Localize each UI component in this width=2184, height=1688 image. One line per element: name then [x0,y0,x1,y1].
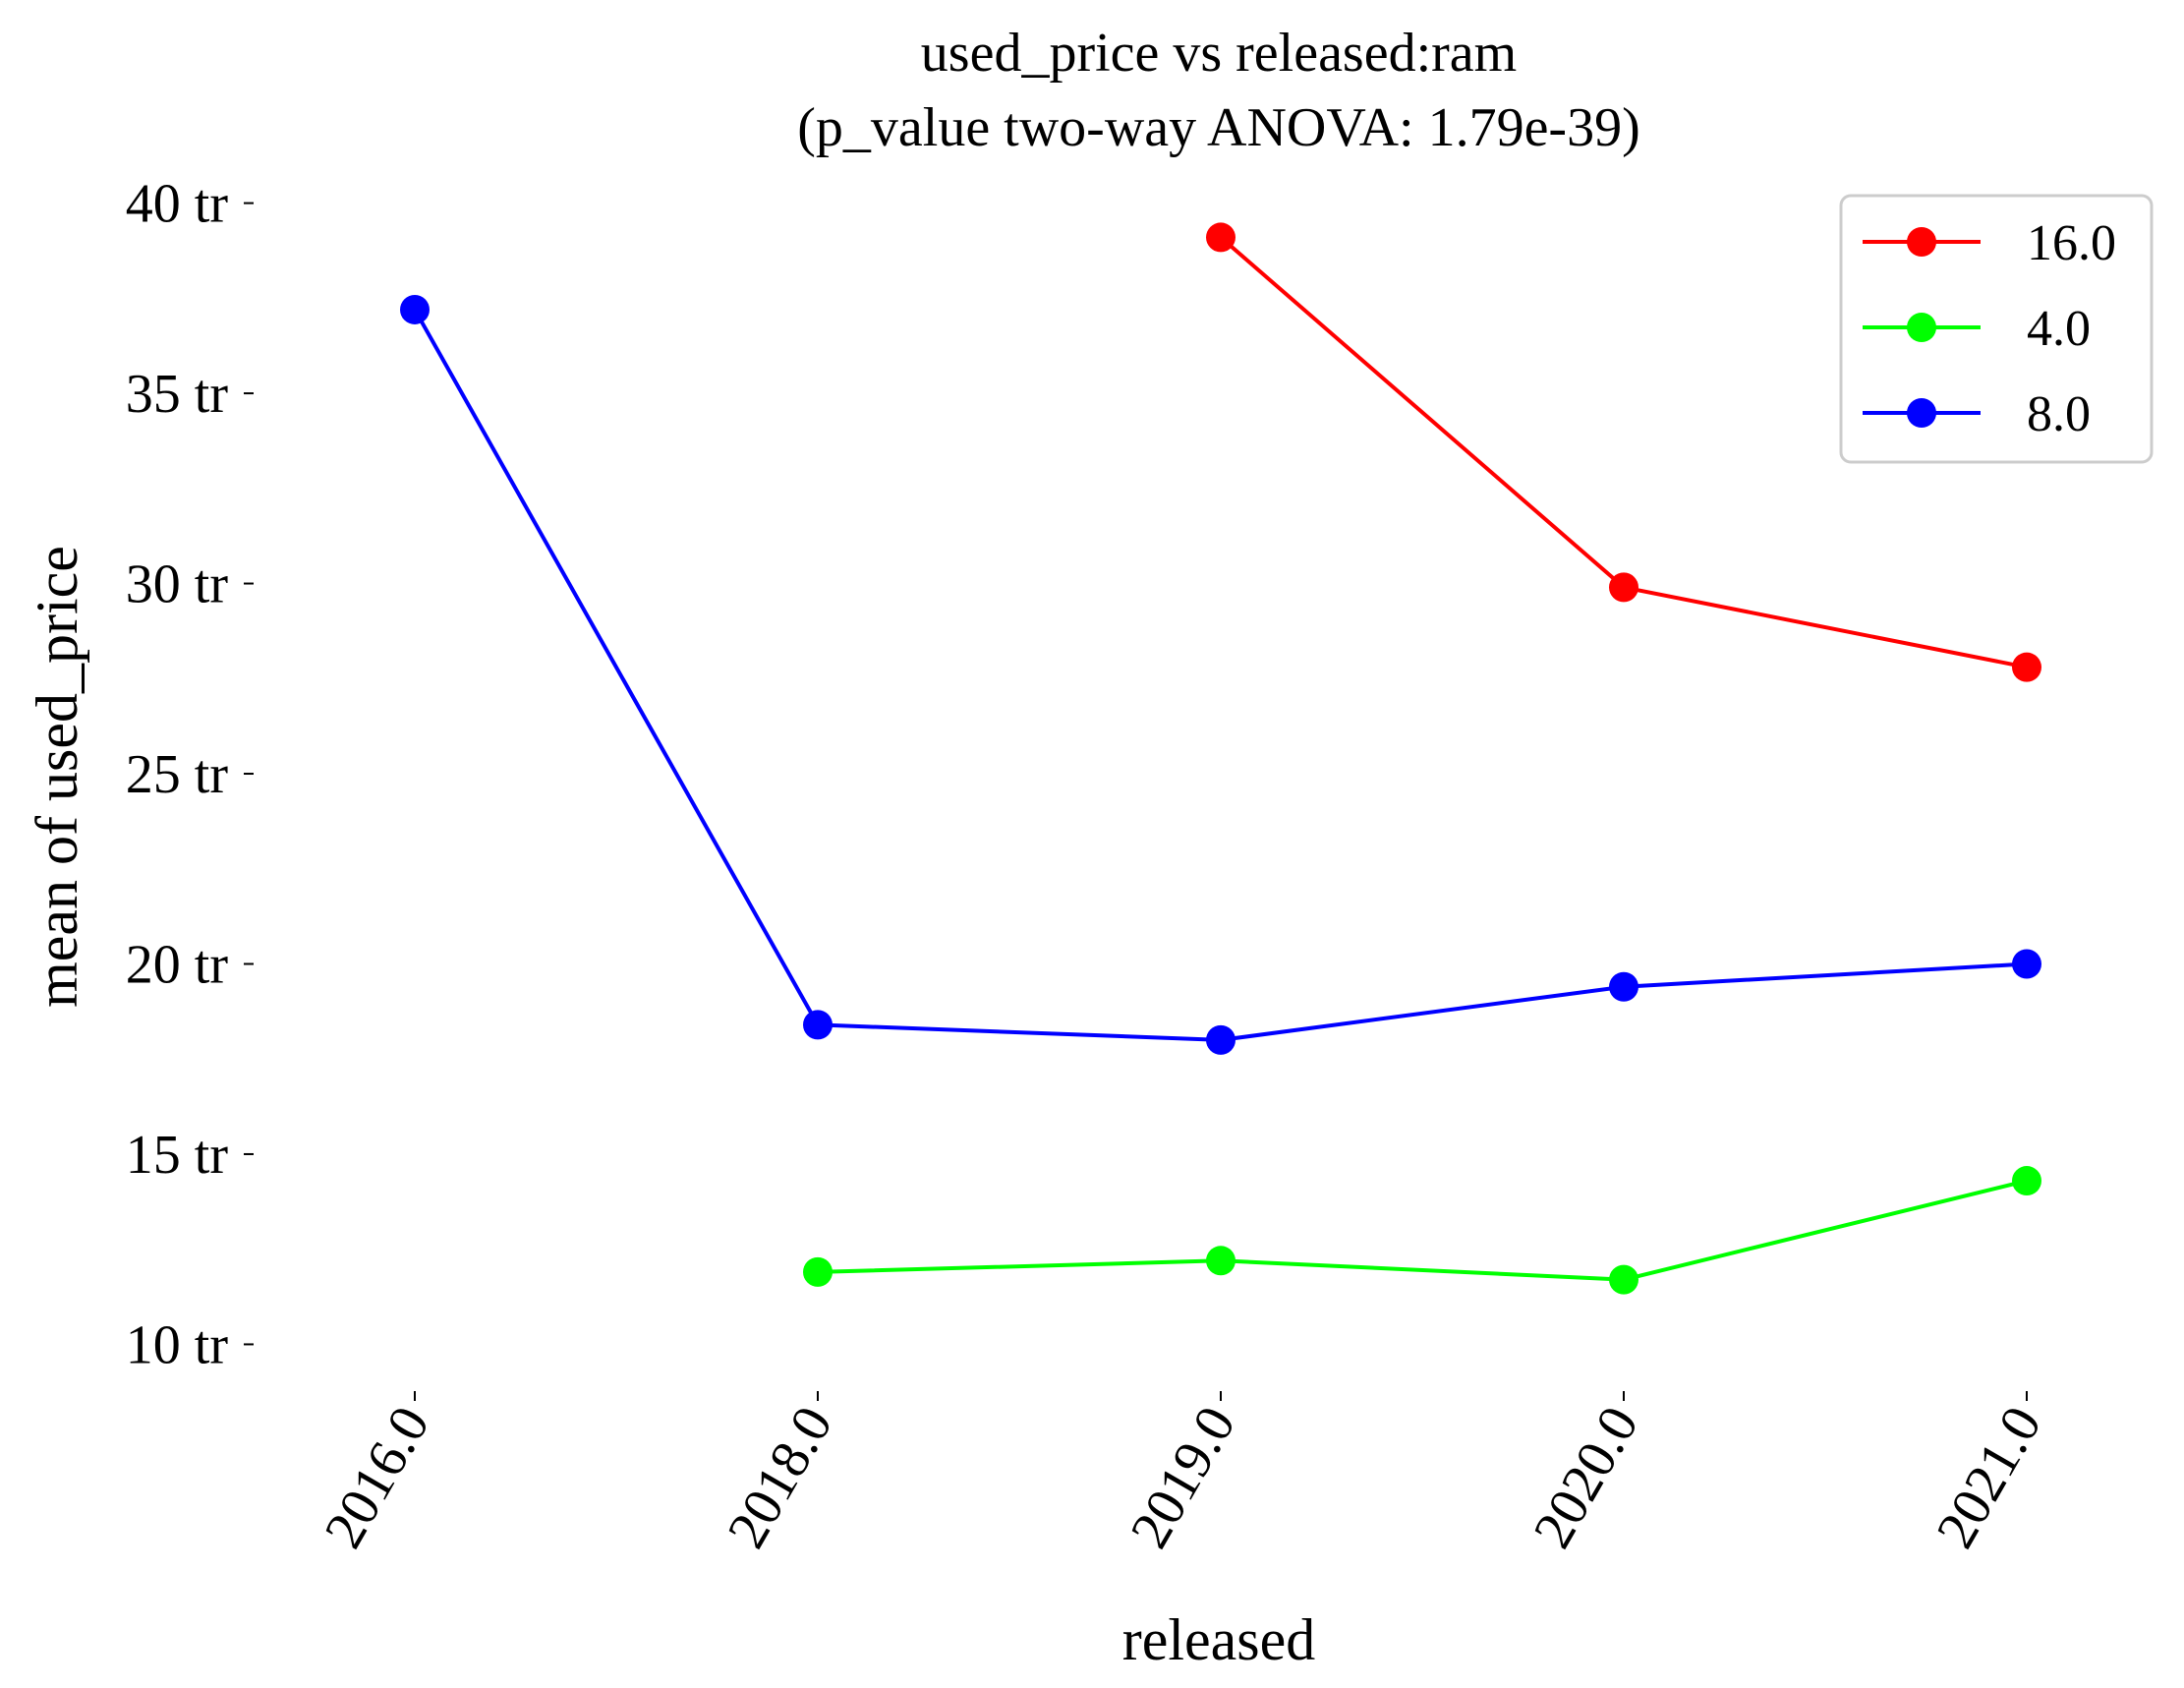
legend-entry: 16.0 [1863,215,2116,271]
y-axis-label: mean of used_price [25,546,89,1008]
y-tick-label: 30 tr [126,554,229,615]
data-point [1609,971,1638,1002]
data-point [803,1010,833,1040]
chart-title-line-1: used_price vs released:ram [921,23,1517,84]
series-16.0 [1206,222,2041,682]
chart-title-line-2: (p_value two-way ANOVA: 1.79e-39) [797,97,1639,158]
x-tick-label: 2019.0 [1120,1397,1248,1558]
x-axis-label: released [1122,1607,1316,1672]
y-tick-label: 20 tr [126,934,229,995]
y-tick-label: 40 tr [126,174,229,235]
y-tick-label: 15 tr [126,1125,229,1186]
y-tick-label: 35 tr [126,364,229,425]
y-tick-label: 10 tr [126,1314,229,1375]
x-tick-label: 2018.0 [717,1397,845,1558]
data-point [2012,949,2041,979]
series-line [413,308,2028,1042]
legend-swatch-marker [1907,398,1936,428]
data-point [1206,1024,1236,1055]
series-4.0 [803,1166,2041,1295]
x-tick-label: 2016.0 [314,1397,442,1558]
legend-swatch-marker [1907,227,1936,257]
legend-entry: 4.0 [1863,301,2091,357]
y-axis: 10 tr 15 tr 20 tr 25 tr 30 tr 35 tr 40 tr [126,174,254,1375]
y-tick-label: 25 tr [126,744,229,805]
legend-entry: 8.0 [1863,386,2091,442]
legend-swatch-marker [1907,313,1936,342]
legend: 16.0 4.0 8.0 [1839,194,2154,464]
data-point [1609,572,1638,603]
series-8.0 [400,294,2041,1055]
legend-label: 16.0 [2027,215,2116,271]
x-tick-label: 2020.0 [1523,1397,1651,1558]
series-layer [400,222,2041,1295]
data-point [2012,652,2041,682]
data-point [400,294,430,324]
legend-label: 8.0 [2027,386,2091,442]
x-tick-label: 2021.0 [1925,1397,2054,1558]
legend-label: 4.0 [2027,301,2091,357]
chart-title: used_price vs released:ram (p_value two-… [797,23,1639,158]
series-line [817,1179,2028,1282]
data-point [1609,1264,1638,1295]
legend-frame [1839,194,2154,464]
data-point [803,1256,833,1287]
data-point [2012,1166,2041,1196]
data-point [1206,222,1236,253]
data-point [1206,1246,1236,1276]
x-axis: 2016.0 2018.0 2019.0 2020.0 2021.0 [314,1391,2054,1558]
